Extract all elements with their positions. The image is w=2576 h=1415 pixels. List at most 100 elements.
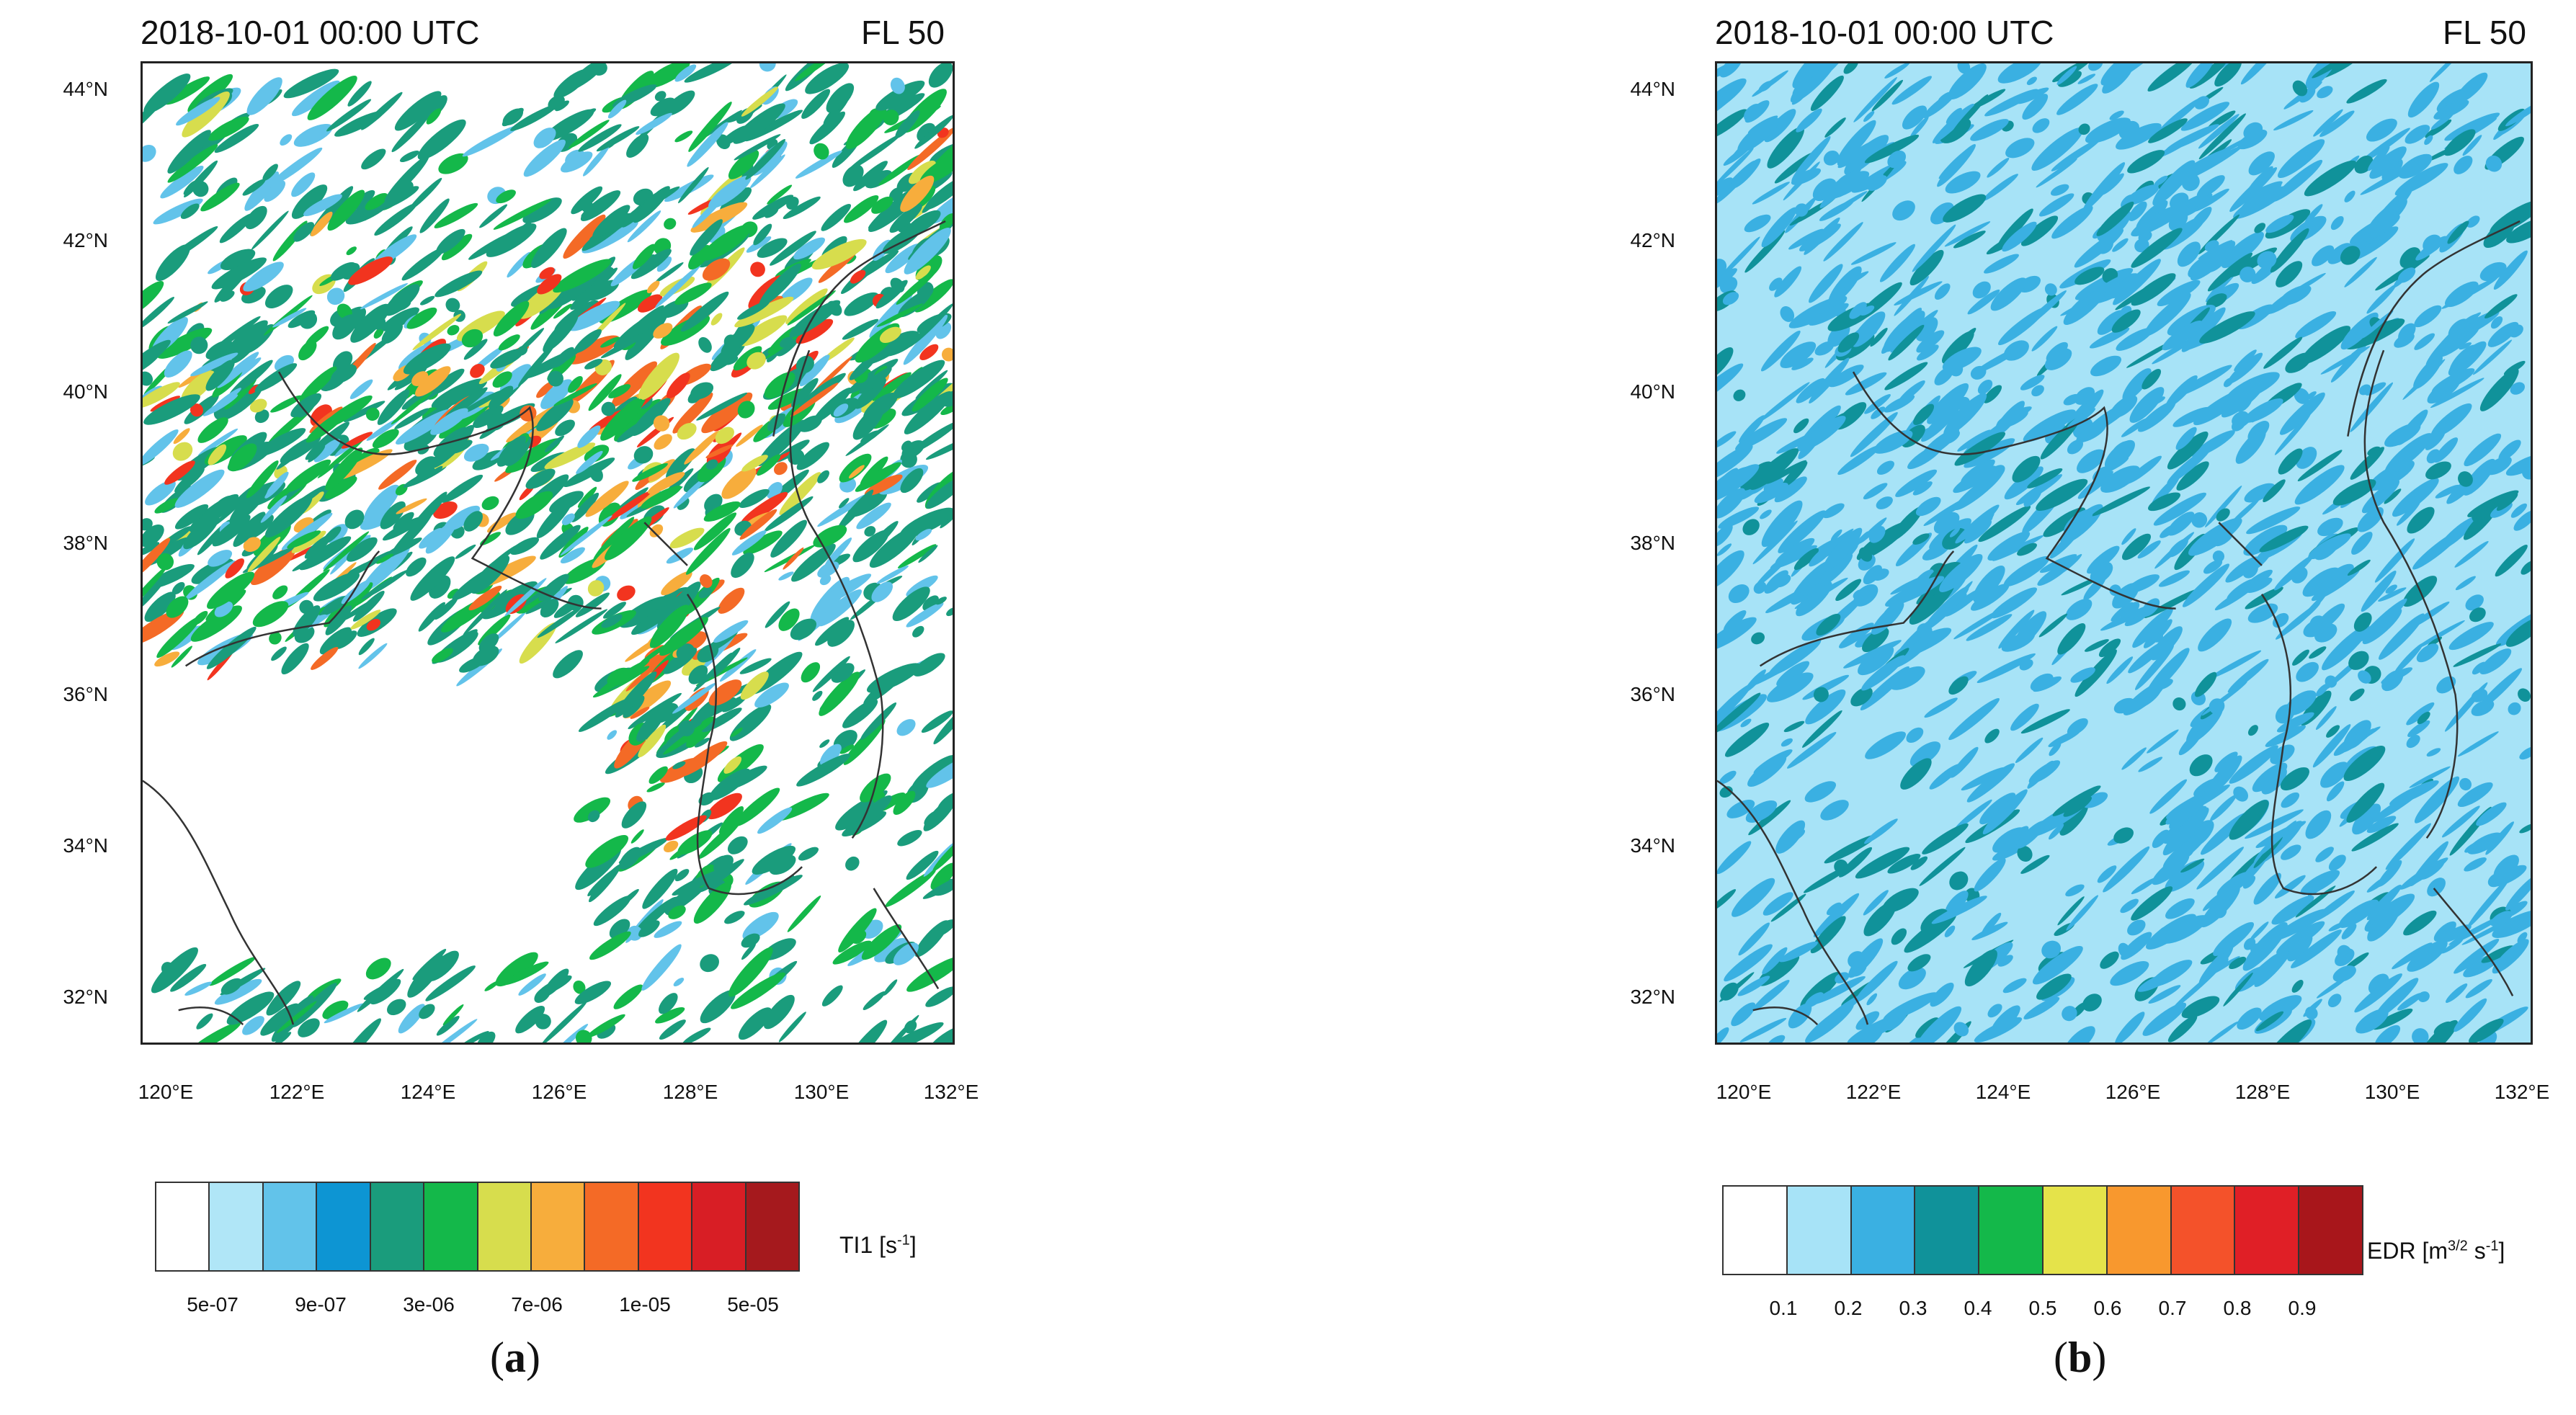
panel-a-field-cell (677, 166, 711, 205)
panel-a-colorbar-box (424, 1183, 478, 1270)
panel-b-lat-label: 36°N (1596, 683, 1675, 706)
panel-a-field-cell (842, 854, 863, 874)
panel-a-field-cell (709, 311, 724, 327)
panel-a-lon-label: 124°E (388, 1081, 468, 1104)
panel-a-map (141, 61, 955, 1045)
panel-a-field-cell (945, 606, 953, 617)
panel-a-colorbar (155, 1182, 800, 1272)
panel-b-map (1715, 61, 2533, 1045)
panel-b-lon-label: 120°E (1704, 1081, 1783, 1104)
panel-a-field-cell (882, 978, 899, 996)
panel-b-lat-label: 34°N (1596, 834, 1675, 857)
panel-a-field-cell (345, 245, 358, 256)
panel-a-field-cell (384, 996, 409, 1019)
panel-b-colorbar-tick: 0.9 (2263, 1297, 2342, 1320)
panel-b-lat-label: 44°N (1596, 78, 1675, 101)
panel-b-colorbar-box (1915, 1187, 1979, 1274)
panel-a-field-cell (291, 120, 336, 152)
panel-b-lat-label: 32°N (1596, 986, 1675, 1009)
panel-a-lon-label: 122°E (257, 1081, 337, 1104)
panel-a-colorbar-tick: 7e-06 (497, 1293, 576, 1316)
panel-a-letter: (a) (490, 1333, 540, 1383)
panel-b-colorbar-box (1852, 1187, 1916, 1274)
panel-b-title-level: FL 50 (2443, 13, 2526, 52)
panel-b-lat-label: 38°N (1596, 532, 1675, 555)
panel-a-lon-label: 126°E (520, 1081, 599, 1104)
panel-a-field-cell (278, 132, 294, 148)
panel-a-colorbar-tick: 5e-07 (173, 1293, 252, 1316)
panel-b-lon-label: 122°E (1834, 1081, 1913, 1104)
panel-a-field-cell (811, 689, 824, 703)
panel-a-field-cell (726, 548, 758, 581)
panel-a-lat-label: 42°N (29, 229, 108, 252)
panel-b-lon-label: 128°E (2223, 1081, 2302, 1104)
panel-a-lat-label: 32°N (29, 986, 108, 1009)
panel-a-lon-label: 132°E (912, 1081, 991, 1104)
panel-a-colorbar-label: TI1 [s-1] (839, 1232, 917, 1259)
panel-a-title-time: 2018-10-01 00:00 UTC (141, 13, 480, 52)
panel-a-field-cell (194, 1012, 215, 1032)
panel-a: 2018-10-01 00:00 UTC FL 50 44°N 42°N 40°… (0, 0, 1081, 1415)
panel-a-colorbar-box (639, 1183, 692, 1270)
panel-b: 2018-10-01 00:00 UTC FL 50 44°N 42°N 40°… (1528, 0, 2576, 1415)
panel-a-colorbar-tick: 9e-07 (281, 1293, 360, 1316)
panel-a-field-cell (672, 976, 685, 988)
panel-a-field-cell (164, 223, 220, 266)
panel-b-colorbar-box (1979, 1187, 2044, 1274)
panel-a-field-cell (819, 738, 831, 749)
panel-a-field-cell (697, 950, 723, 976)
panel-a-field-cell (924, 63, 953, 92)
panel-a-lat-label: 40°N (29, 380, 108, 403)
panel-b-lat-label: 40°N (1596, 380, 1675, 403)
panel-a-field-cell (661, 216, 678, 232)
panel-a-field-cell (339, 1015, 385, 1043)
panel-a-colorbar-box (532, 1183, 585, 1270)
panel-a-field-cell (440, 471, 486, 506)
panel-a-colorbar-box (692, 1183, 746, 1270)
panel-a-field-cell (681, 1025, 713, 1043)
panel-a-field-cell (910, 624, 926, 640)
panel-a-colorbar-tick: 3e-06 (389, 1293, 468, 1316)
panel-b-title-time: 2018-10-01 00:00 UTC (1715, 13, 2054, 52)
panel-a-field-cell (646, 781, 666, 794)
panel-a-colorbar-box (317, 1183, 370, 1270)
panel-a-field-cell (723, 909, 747, 927)
panel-a-field-cell (861, 989, 887, 1012)
panel-a-lat-label: 36°N (29, 683, 108, 706)
panel-a-field-cell (893, 715, 919, 739)
panel-a-field-cell (819, 983, 846, 1009)
panel-a-field-cell (269, 645, 289, 663)
panel-a-field-cell (261, 280, 297, 313)
panel-a-field-cell (630, 828, 646, 844)
panel-b-colorbar (1722, 1185, 2363, 1275)
panel-a-field-cell (432, 267, 485, 301)
panel-a-field-cell (277, 640, 313, 678)
panel-a-colorbar-box (585, 1183, 638, 1270)
panel-a-lon-label: 120°E (126, 1081, 205, 1104)
panel-b-map-field (1717, 63, 2531, 1043)
panel-a-field-cell (151, 195, 205, 228)
panel-a-field-cell (570, 793, 614, 827)
panel-b-lon-label: 130°E (2353, 1081, 2432, 1104)
panel-a-field-cell (695, 334, 714, 355)
panel-a-colorbar-box (156, 1183, 210, 1270)
panel-b-colorbar-box (2235, 1187, 2299, 1274)
panel-a-field-cell (842, 1016, 891, 1043)
panel-a-lat-label: 38°N (29, 532, 108, 555)
panel-a-field-cell (796, 844, 821, 863)
panel-a-field-cell (673, 129, 694, 144)
panel-b-colorbar-box (2299, 1187, 2362, 1274)
panel-a-field-cell (190, 178, 211, 200)
panel-b-lon-label: 126°E (2093, 1081, 2172, 1104)
panel-a-field-cell (548, 646, 587, 682)
panel-b-letter: (b) (2054, 1333, 2106, 1383)
panel-b-lat-label: 42°N (1596, 229, 1675, 252)
panel-a-colorbar-box (746, 1183, 798, 1270)
panel-a-colorbar-box (478, 1183, 532, 1270)
panel-b-colorbar-box (2108, 1187, 2172, 1274)
panel-a-lat-label: 44°N (29, 78, 108, 101)
panel-a-field-cell (270, 583, 290, 602)
panel-a-field-cell (419, 294, 435, 307)
panel-a-field-cell (357, 641, 388, 670)
panel-a-field-cell (479, 494, 501, 513)
